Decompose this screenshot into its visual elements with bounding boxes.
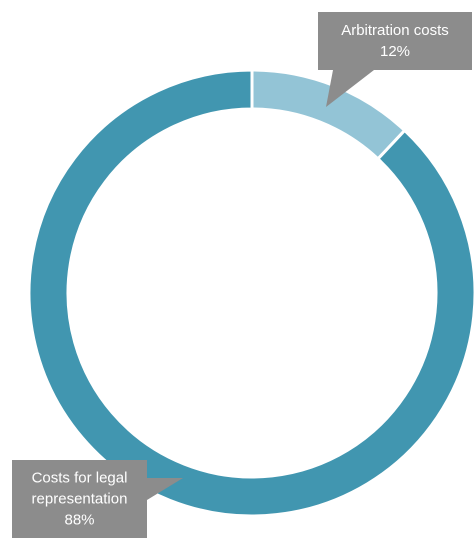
- data-label-pointer: [326, 70, 374, 107]
- donut-slice-1: [27, 68, 475, 518]
- data-label-category: Arbitration costs: [341, 22, 449, 39]
- data-label-1: Costs for legal representation 88%: [12, 460, 183, 538]
- data-label-value: 88%: [64, 512, 94, 529]
- donut-slice-0: [250, 68, 407, 161]
- data-label-category: Costs for legal: [32, 470, 128, 487]
- data-label-category: representation: [32, 491, 128, 508]
- data-label-pointer: [147, 478, 183, 500]
- data-label-value: 12%: [380, 43, 410, 60]
- donut-callouts: Arbitration costs 12% Costs for legal repre…: [12, 12, 472, 538]
- data-label-box: [12, 460, 147, 538]
- data-label-0: Arbitration costs 12%: [318, 12, 472, 107]
- data-label-box: [318, 12, 472, 70]
- donut-slices: [27, 68, 475, 518]
